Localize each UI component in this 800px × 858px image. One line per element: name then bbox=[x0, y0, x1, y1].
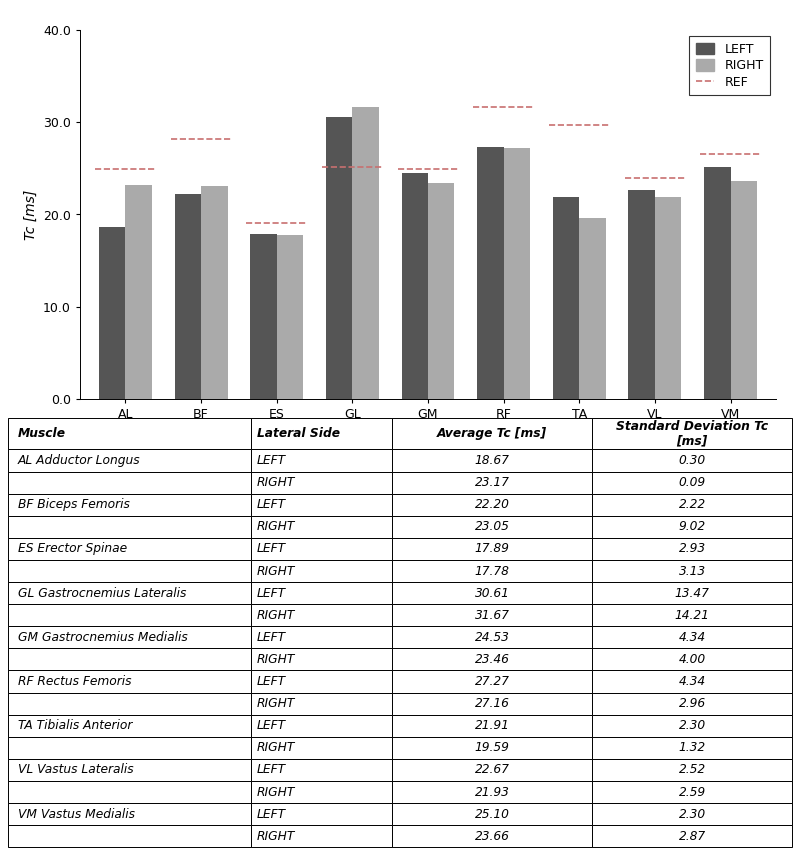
Bar bbox=[730, 181, 757, 399]
Bar bbox=[704, 167, 730, 399]
Bar bbox=[655, 196, 682, 399]
Bar bbox=[326, 117, 352, 399]
Bar bbox=[99, 227, 126, 399]
Bar bbox=[579, 218, 606, 399]
Bar bbox=[428, 183, 454, 399]
Legend: LEFT, RIGHT, REF: LEFT, RIGHT, REF bbox=[690, 36, 770, 95]
Bar bbox=[477, 148, 504, 399]
Bar bbox=[402, 172, 428, 399]
Bar bbox=[277, 235, 303, 399]
Y-axis label: Tc [ms]: Tc [ms] bbox=[23, 190, 38, 239]
Bar bbox=[201, 186, 227, 399]
Bar bbox=[629, 190, 655, 399]
Bar bbox=[126, 185, 152, 399]
Bar bbox=[504, 148, 530, 399]
Bar bbox=[174, 194, 201, 399]
Bar bbox=[352, 107, 379, 399]
X-axis label: Muscle: Muscle bbox=[404, 426, 452, 440]
Bar bbox=[250, 234, 277, 399]
Bar bbox=[553, 196, 579, 399]
